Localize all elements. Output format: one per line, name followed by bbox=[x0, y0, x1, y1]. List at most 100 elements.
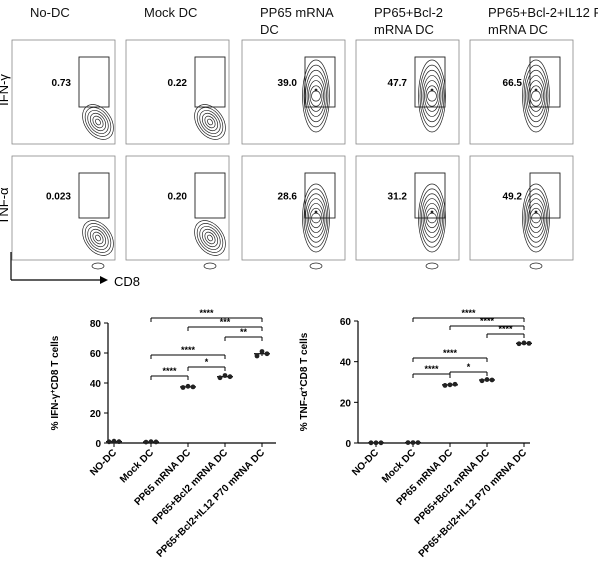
contour-line bbox=[84, 107, 112, 137]
contour-line bbox=[82, 220, 114, 256]
sig-label: **** bbox=[443, 348, 458, 358]
contour-population bbox=[418, 183, 446, 253]
flow-cytometry-panel: No-DC Mock DC PP65 mRNA DC PP65+Bcl-2 mRNA DC… bbox=[0, 5, 598, 289]
data-point bbox=[116, 439, 122, 445]
y-label-part: % IFN-γ bbox=[50, 393, 61, 430]
gate-value: 47.7 bbox=[388, 78, 408, 89]
y-label-sup: + bbox=[299, 387, 306, 391]
gate-value: 0.023 bbox=[46, 192, 71, 203]
data-point bbox=[227, 374, 233, 380]
data-point bbox=[180, 385, 186, 390]
gate-value: 28.6 bbox=[278, 192, 298, 203]
sig-label: * bbox=[205, 357, 209, 367]
contour-line bbox=[421, 193, 443, 243]
gate-value: 0.22 bbox=[168, 78, 188, 89]
contour-line bbox=[92, 231, 104, 245]
contour-line bbox=[196, 107, 224, 137]
y-label-part: CD8 T cells bbox=[50, 335, 61, 389]
sig-label: **** bbox=[424, 364, 439, 374]
contour-line bbox=[308, 80, 324, 112]
contour-center bbox=[534, 210, 538, 214]
sig-label: **** bbox=[162, 366, 177, 376]
sig-label: **** bbox=[461, 308, 476, 318]
data-point bbox=[415, 440, 421, 445]
y-tick-label: 60 bbox=[340, 317, 352, 328]
column-header: mRNA DC bbox=[488, 22, 548, 37]
data-point bbox=[368, 440, 374, 446]
contour-center bbox=[314, 210, 318, 214]
contour-line bbox=[525, 193, 547, 243]
data-point bbox=[410, 440, 416, 445]
contour-line bbox=[207, 234, 213, 242]
contour-line bbox=[424, 203, 440, 233]
category-label: Mock DC bbox=[380, 447, 418, 485]
contour-line bbox=[422, 75, 442, 117]
data-point bbox=[106, 439, 112, 445]
sig-label: **** bbox=[480, 316, 495, 326]
row-label: IFN-γ bbox=[0, 74, 11, 106]
contour-line bbox=[309, 207, 323, 229]
gate-value: 0.73 bbox=[52, 78, 72, 89]
data-point bbox=[405, 440, 411, 445]
contour-population bbox=[82, 220, 114, 256]
category-label: NO-DC bbox=[88, 447, 119, 478]
contour-line bbox=[89, 112, 107, 132]
gate-box bbox=[414, 172, 446, 219]
contour-line bbox=[89, 228, 107, 248]
data-point bbox=[143, 439, 149, 445]
contour-line bbox=[305, 193, 327, 243]
arrow-head bbox=[100, 276, 108, 284]
contour-center bbox=[314, 88, 318, 92]
data-point bbox=[222, 373, 228, 378]
data-point bbox=[111, 438, 117, 444]
flow-plot-frame bbox=[469, 155, 574, 261]
contour-line bbox=[303, 188, 329, 248]
contour-line bbox=[82, 104, 114, 140]
y-axis-label: % IFN-γ+CD8 T cells bbox=[50, 335, 62, 430]
contour-line bbox=[194, 220, 226, 256]
contour-line bbox=[201, 228, 219, 248]
contour-population bbox=[194, 104, 226, 140]
contour-population bbox=[194, 220, 226, 256]
next-row-contour bbox=[91, 262, 105, 270]
contour-line bbox=[306, 75, 326, 117]
contour-line bbox=[303, 64, 329, 128]
gate-box bbox=[78, 56, 110, 108]
contour-line bbox=[92, 115, 104, 129]
next-row-contour bbox=[309, 262, 323, 270]
row-label: TNF-α bbox=[0, 187, 11, 225]
data-point bbox=[479, 378, 485, 384]
gate-box bbox=[414, 56, 446, 108]
category-label: Mock DC bbox=[118, 447, 156, 485]
contour-population bbox=[82, 104, 114, 140]
gate-value: 31.2 bbox=[388, 192, 408, 203]
contour-line bbox=[302, 59, 330, 133]
gate-box bbox=[529, 56, 561, 108]
contour-line bbox=[522, 183, 550, 253]
flow-plot-frame bbox=[11, 155, 116, 261]
gate-value: 39.0 bbox=[278, 78, 298, 89]
contour-line bbox=[418, 59, 446, 133]
contour-center bbox=[430, 88, 434, 92]
contour-line bbox=[199, 110, 221, 134]
next-row-contour bbox=[203, 262, 217, 270]
contour-line bbox=[528, 80, 544, 112]
sig-label: **** bbox=[199, 308, 214, 318]
contour-line bbox=[196, 223, 224, 253]
contour-line bbox=[424, 80, 440, 112]
contour-line bbox=[95, 118, 101, 126]
contour-line bbox=[526, 198, 546, 238]
contour-line bbox=[529, 207, 543, 229]
sig-label: ** bbox=[240, 327, 248, 337]
gate-box bbox=[194, 172, 226, 219]
contour-line bbox=[421, 69, 443, 123]
contour-line bbox=[418, 183, 446, 253]
contour-line bbox=[523, 64, 549, 128]
category-label: NO-DC bbox=[350, 447, 381, 478]
data-point bbox=[452, 381, 458, 387]
column-header: mRNA DC bbox=[374, 22, 434, 37]
contour-line bbox=[425, 85, 439, 107]
data-point bbox=[484, 377, 490, 382]
